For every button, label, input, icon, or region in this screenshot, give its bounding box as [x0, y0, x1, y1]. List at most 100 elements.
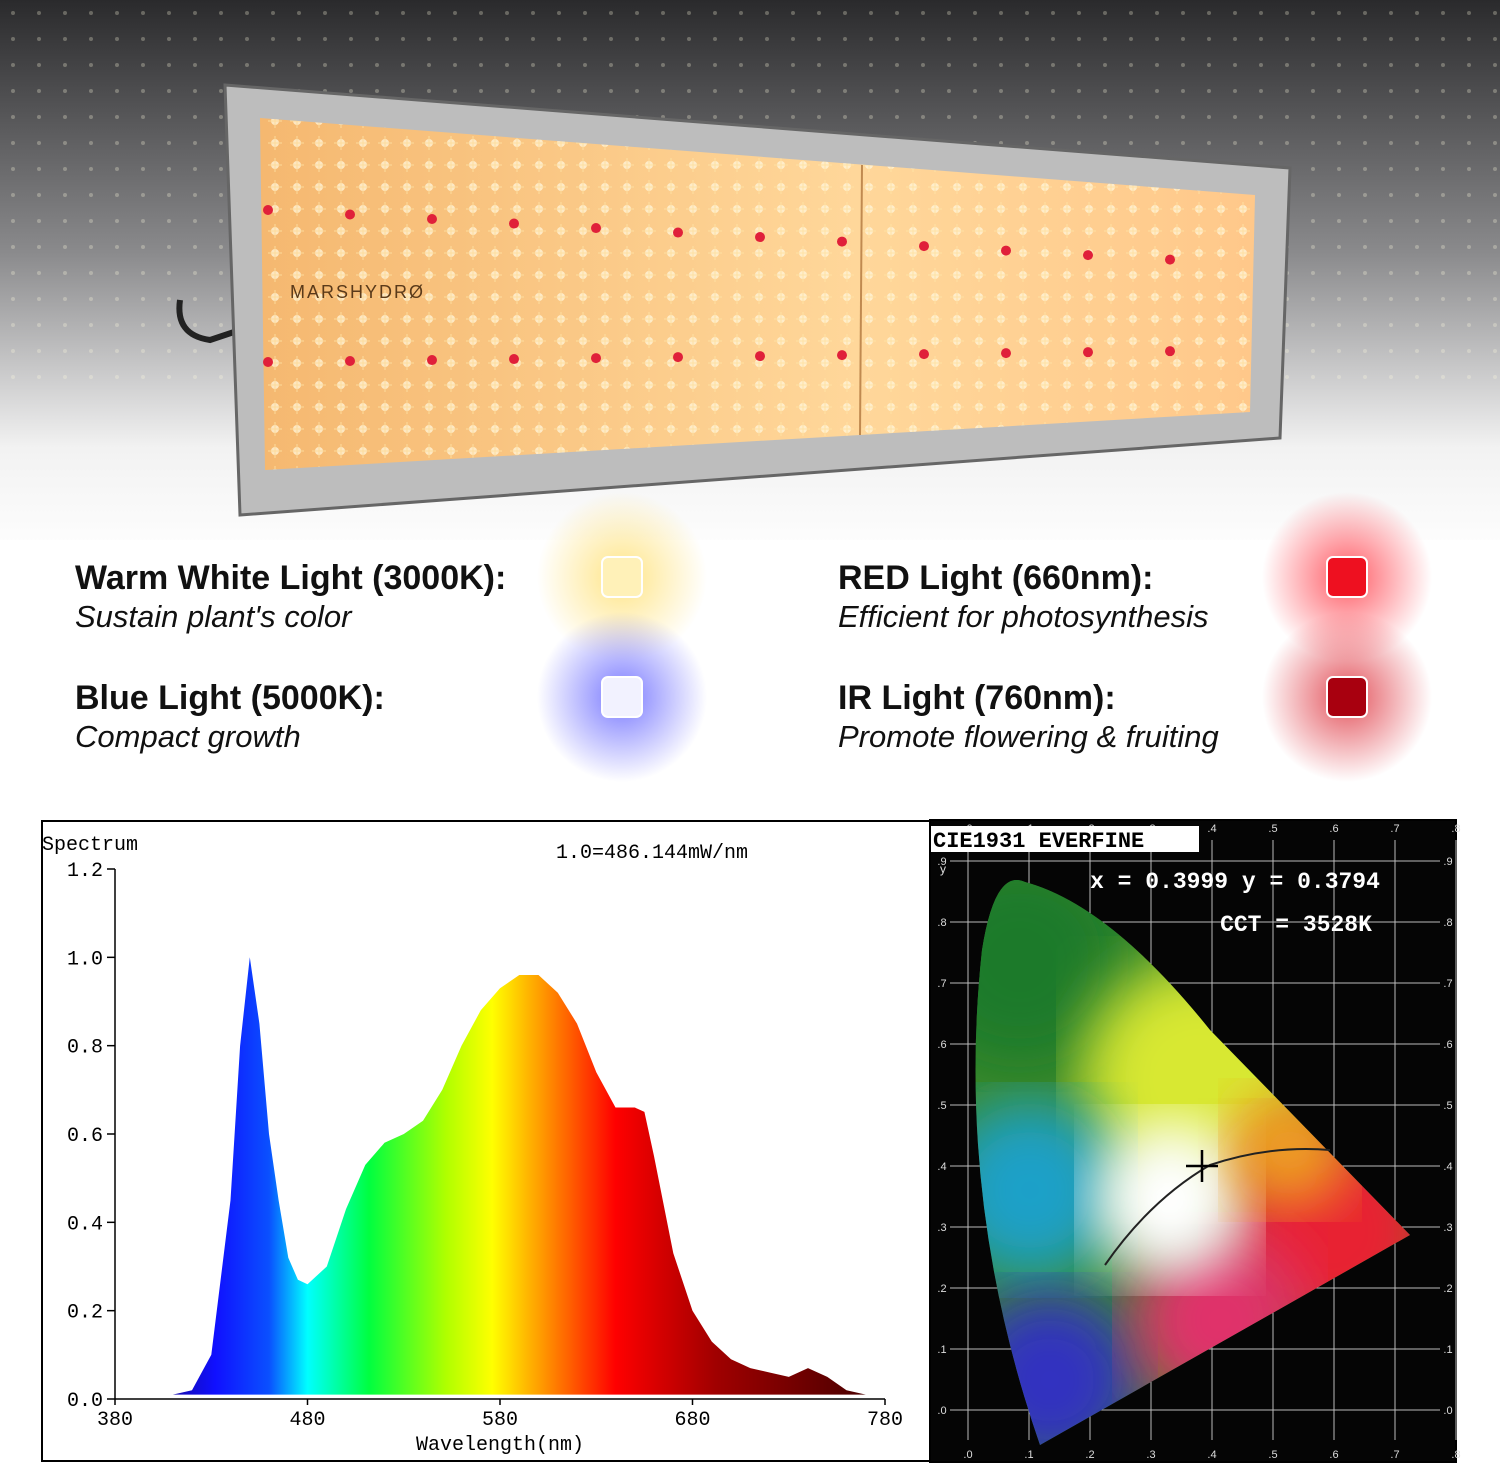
red-led [1001, 348, 1011, 359]
cie-y-tick-label: .4 [937, 1161, 946, 1173]
red-led [509, 354, 519, 365]
spectrum-chart: 0.0 0.2 0.4 0.6 0.8 1.0 1.2 380 480 580 680 780 Spec… [42, 834, 903, 1457]
cie-x-tick-label: .6 [1329, 1449, 1338, 1461]
light-description: Promote flowering & fruiting [838, 719, 1219, 754]
y-tick-label: 0.8 [67, 1037, 103, 1060]
x-tick-label: 780 [867, 1409, 903, 1432]
cie-x-tick-label-top: .5 [1268, 823, 1277, 835]
legend-area [0, 540, 1500, 820]
cie-y-tick-label-right: .0 [1443, 1405, 1452, 1417]
cie-x-tick-label: .7 [1390, 1449, 1399, 1461]
red-led [591, 223, 601, 234]
red-led [837, 236, 847, 247]
cie-x-tick-label: .2 [1085, 1449, 1094, 1461]
annotation: 1.0=486.144mW/nm [556, 842, 748, 865]
cie-x-tick-label: .1 [1024, 1449, 1033, 1461]
red-led [1083, 347, 1093, 358]
cie-y-tick-label-right: .3 [1443, 1222, 1452, 1234]
cie-x-tick-label-top: .6 [1329, 823, 1338, 835]
red-led [509, 218, 519, 229]
red-led [673, 352, 683, 363]
red-leds [263, 205, 1175, 367]
x-tick-label: 680 [674, 1409, 710, 1432]
cie-y-tick-label-right: .8 [1443, 917, 1452, 929]
cable [176, 299, 241, 344]
panel-split [859, 164, 863, 436]
cie-y-tick-label-right: .9 [1443, 856, 1452, 868]
cie-x-tick-label: .4 [1207, 1449, 1216, 1461]
y-tick-label: 0.6 [67, 1125, 103, 1148]
red-led [1083, 250, 1093, 261]
x-axis-label: Wavelength(nm) [416, 1434, 584, 1457]
red-led [263, 205, 273, 215]
cie-x-tick-label: .5 [1268, 1449, 1277, 1461]
cie-y-label: y [940, 862, 946, 876]
cie-y-tick-label: .8 [937, 917, 946, 929]
swatch [601, 556, 643, 598]
cie-y-tick-label: .1 [937, 1344, 946, 1356]
cie-y-tick-label-right: .5 [1443, 1100, 1452, 1112]
light-title: Blue Light (5000K): [75, 679, 385, 717]
red-led [919, 349, 929, 360]
cie-y-tick-label: .6 [937, 1039, 946, 1051]
cie-x-tick-label-top: .7 [1390, 823, 1399, 835]
light-description: Sustain plant's color [75, 599, 353, 634]
cie-y-tick-label: .2 [937, 1283, 946, 1295]
chromaticity-point [1186, 1150, 1218, 1182]
cie-y-tick-label: .9 [937, 856, 946, 868]
red-led [837, 350, 847, 361]
red-led [591, 353, 601, 364]
cie-y-tick-label: .7 [937, 978, 946, 990]
y-tick-label: 0.4 [67, 1213, 103, 1236]
brand-logo: MARSHYDRØ [290, 282, 425, 302]
cie-title-bg [931, 826, 1199, 852]
light-title: Warm White Light (3000K): [75, 559, 506, 597]
red-led [755, 351, 765, 362]
red-led [1001, 245, 1011, 256]
cie-title: CIE1931 EVERFINE [933, 829, 1144, 854]
swatch [601, 676, 643, 718]
color-blob [975, 879, 1130, 1070]
x-tick-label: 380 [97, 1409, 133, 1432]
led-array [260, 118, 1255, 470]
cie-y-tick-label: .5 [937, 1100, 946, 1112]
y-tick-label: 1.2 [67, 860, 103, 883]
cie-y-tick-label-right: .4 [1443, 1161, 1452, 1173]
red-led [673, 227, 683, 238]
red-led [1165, 254, 1175, 265]
cie-y-tick-label-right: .7 [1443, 978, 1452, 990]
x-tick-label: 580 [482, 1409, 518, 1432]
cie-x-tick-label: .8 [1451, 1449, 1460, 1461]
cie-y-tick-label: .3 [937, 1222, 946, 1234]
cie-y-tick-label-right: .6 [1443, 1039, 1452, 1051]
red-led [427, 355, 437, 366]
red-led [755, 232, 765, 243]
y-tick-label: 1.0 [67, 948, 103, 971]
swatch [1326, 676, 1368, 718]
cie-y-tick-label: .0 [937, 1405, 946, 1417]
y-axis-label: Spectrum [42, 834, 138, 857]
light-description: Compact growth [75, 719, 301, 754]
red-led [345, 209, 355, 220]
cie-x-tick-label-top: .4 [1207, 823, 1216, 835]
red-led [345, 356, 355, 367]
cie-x-tick-label: .3 [1146, 1449, 1155, 1461]
spectrum-area [115, 957, 885, 1395]
light-title: RED Light (660nm): [838, 559, 1153, 597]
y-tick-label: 0.0 [67, 1390, 103, 1413]
red-led [427, 214, 437, 225]
light-description: Efficient for photosynthesis [838, 599, 1208, 634]
red-led [919, 241, 929, 252]
cie-coordinates: x = 0.3999 y = 0.3794 [1090, 869, 1380, 895]
cie-cct: CCT = 3528K [1220, 912, 1372, 938]
red-led [263, 357, 273, 367]
cie-x-tick-label-top: .8 [1451, 823, 1460, 835]
y-tick-label: 0.2 [67, 1302, 103, 1325]
red-led [1165, 346, 1175, 357]
color-blob [1090, 1120, 1250, 1280]
swatch [1326, 556, 1368, 598]
light-title: IR Light (760nm): [838, 679, 1116, 717]
x-tick-label: 480 [289, 1409, 325, 1432]
